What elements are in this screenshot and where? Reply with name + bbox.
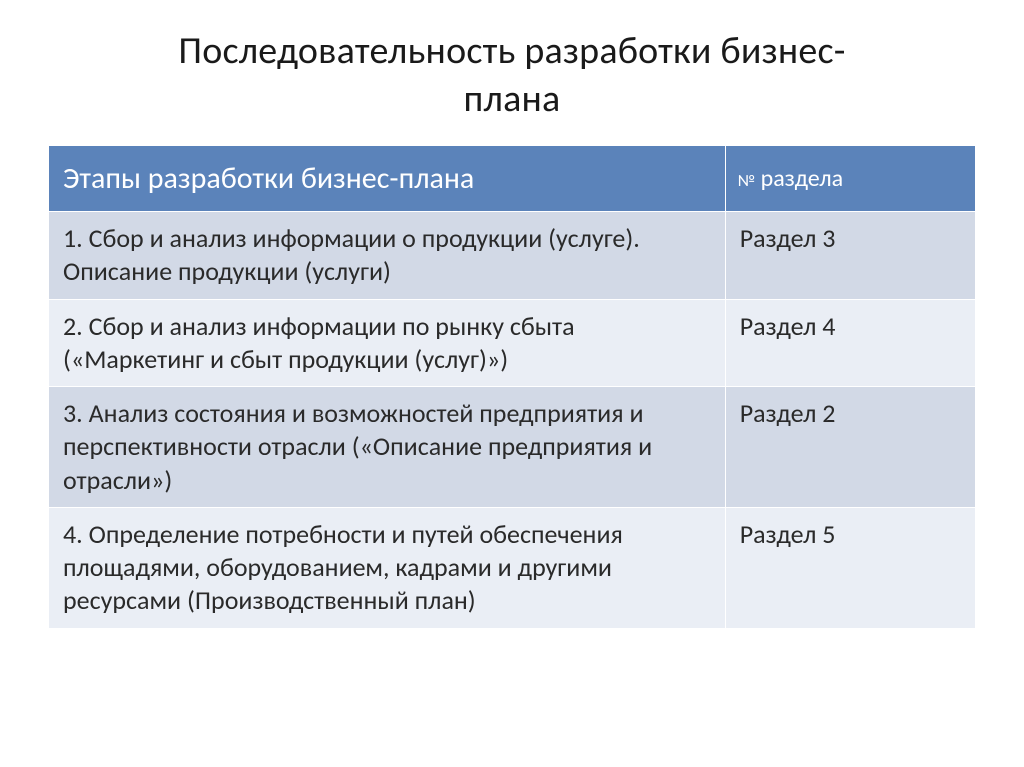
table-header-row: Этапы разработки бизнес-плана № раздела — [49, 146, 976, 212]
cell-stage: 4. Определение потребности и путей обесп… — [49, 507, 726, 628]
title-line-2: плана — [464, 76, 561, 122]
cell-stage: 3. Анализ состояния и возможностей предп… — [49, 387, 726, 508]
cell-stage: 1. Сбор и анализ информации о продукции … — [49, 212, 726, 300]
cell-section: Раздел 3 — [725, 212, 975, 300]
cell-section: Раздел 4 — [725, 299, 975, 387]
slide: Последовательность разработки бизнес- пл… — [0, 0, 1024, 767]
table-row: 1. Сбор и анализ информации о продукции … — [49, 212, 976, 300]
cell-section: Раздел 2 — [725, 387, 975, 508]
section-word: раздела — [761, 164, 844, 193]
section-num-sign: № — [738, 170, 755, 191]
cell-section: Раздел 5 — [725, 507, 975, 628]
cell-stage: 2. Сбор и анализ информации по рынку сбы… — [49, 299, 726, 387]
col-header-section: № раздела — [725, 146, 975, 212]
table-row: 2. Сбор и анализ информации по рынку сбы… — [49, 299, 976, 387]
title-line-1: Последовательность разработки бизнес- — [178, 28, 845, 74]
page-title: Последовательность разработки бизнес- пл… — [48, 28, 976, 123]
table-row: 4. Определение потребности и путей обесп… — [49, 507, 976, 628]
col-header-stage: Этапы разработки бизнес-плана — [49, 146, 726, 212]
table-row: 3. Анализ состояния и возможностей предп… — [49, 387, 976, 508]
stages-table: Этапы разработки бизнес-плана № раздела … — [48, 145, 976, 629]
